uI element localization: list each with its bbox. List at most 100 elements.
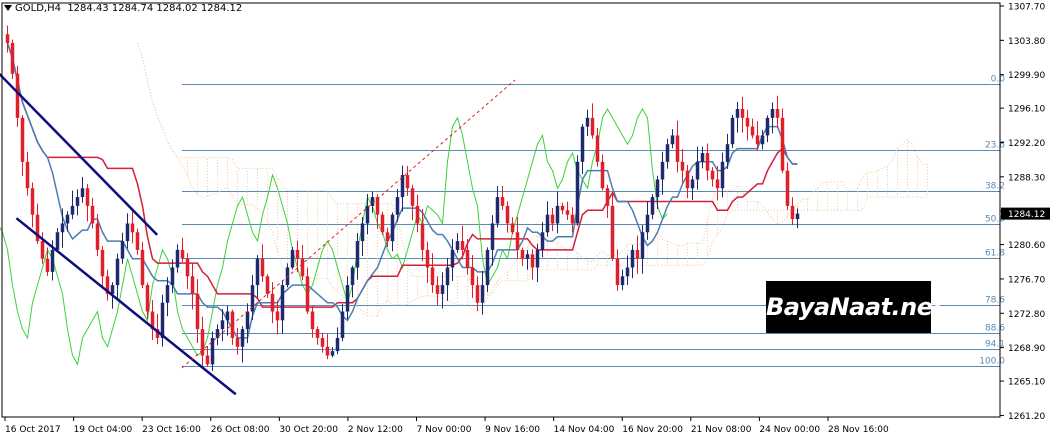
candle-body xyxy=(340,311,345,338)
candle-body xyxy=(430,267,435,286)
candle-body xyxy=(70,205,75,215)
candle-body xyxy=(775,109,780,118)
candle-body xyxy=(480,285,485,303)
candle-body xyxy=(685,170,690,189)
candle-body xyxy=(750,126,755,136)
chikou-span xyxy=(0,107,668,366)
candle-body xyxy=(470,267,475,286)
candle-body xyxy=(135,232,140,250)
candle-body xyxy=(705,153,710,171)
fib-level-label: 38.2 xyxy=(985,182,1005,192)
candle-body xyxy=(735,109,740,118)
x-tick-label: 26 Oct 08:00 xyxy=(211,425,270,435)
fib-level-label: 88.6 xyxy=(985,324,1005,334)
candle-body xyxy=(695,161,700,180)
fib-level-label: 78.6 xyxy=(985,296,1005,306)
candle-body xyxy=(380,214,385,233)
candle-body xyxy=(655,179,660,198)
candle-body xyxy=(715,179,720,189)
candle-body xyxy=(490,223,495,250)
candle-body xyxy=(140,249,145,286)
candle-body xyxy=(365,205,370,224)
candle-body xyxy=(720,161,725,189)
x-tick-label: 16 Nov 20:00 xyxy=(622,425,683,435)
candle-body xyxy=(335,337,340,352)
candle-body xyxy=(570,214,575,224)
candle-body xyxy=(215,329,220,338)
candle-body xyxy=(370,197,375,206)
current-price-label: 1284.12 xyxy=(1008,210,1045,220)
candle-body xyxy=(275,311,280,321)
candle-body xyxy=(535,249,540,268)
y-tick-label: 1276.70 xyxy=(1008,275,1045,285)
candle-body xyxy=(120,241,125,259)
candle-body xyxy=(270,293,275,312)
senkou-span-b xyxy=(137,42,928,295)
candle-body xyxy=(635,249,640,259)
candle-body xyxy=(375,197,380,215)
candle-body xyxy=(125,223,130,242)
candle-body xyxy=(210,337,215,365)
candle-body xyxy=(605,188,610,206)
candle-body xyxy=(200,329,205,356)
candles xyxy=(5,25,800,372)
watermark-logo: BayaNaat.net xyxy=(766,281,944,333)
y-tick-label: 1296.10 xyxy=(1008,105,1045,115)
candle-body xyxy=(675,135,680,162)
fibonacci-levels: 0.0 23.6 38.2 50.0 61.8 78.6 88.6 94.1 100.0 xyxy=(182,75,1005,367)
candle-body xyxy=(305,276,310,312)
candle-body xyxy=(585,117,590,127)
ohlc-values: 1284.43 1284.74 1284.02 1284.12 xyxy=(67,3,243,14)
fib-level-label: 0.0 xyxy=(991,75,1006,85)
x-tick-label: 23 Oct 16:00 xyxy=(142,425,201,435)
fib-level-label: 50.0 xyxy=(985,215,1005,225)
candle-body xyxy=(75,197,80,206)
candle-body xyxy=(30,188,35,215)
candle-body xyxy=(645,214,650,233)
y-tick-label: 1272.80 xyxy=(1008,310,1045,320)
candle-body xyxy=(250,285,255,312)
candle-body xyxy=(500,197,505,206)
candle-body xyxy=(350,267,355,286)
candle-body xyxy=(355,241,360,268)
candle-body xyxy=(185,258,190,277)
senkou-span-a xyxy=(137,42,928,317)
candle-body xyxy=(325,346,330,356)
candle-body xyxy=(25,161,30,189)
candle-body xyxy=(560,205,565,211)
candle-body xyxy=(320,337,325,347)
candle-body xyxy=(180,249,185,259)
candle-body xyxy=(60,223,65,233)
candle-body xyxy=(265,276,270,294)
candle-body xyxy=(45,258,50,272)
y-tick-label: 1299.90 xyxy=(1008,71,1045,81)
candle-body xyxy=(555,205,560,224)
candle-body xyxy=(745,117,750,127)
candle-body xyxy=(145,285,150,312)
candle-body xyxy=(415,205,420,224)
y-tick-label: 1307.70 xyxy=(1008,3,1045,13)
current-price-box xyxy=(1001,207,1050,220)
candle-body xyxy=(400,175,405,198)
candle-body xyxy=(690,179,695,189)
candle-body xyxy=(680,161,685,171)
candle-body xyxy=(515,232,520,250)
candle-body xyxy=(160,302,165,338)
candle-body xyxy=(105,276,110,294)
candle-body xyxy=(310,311,315,330)
menu-triangle-icon[interactable] xyxy=(4,5,12,11)
candle-body xyxy=(710,170,715,180)
y-tick-label: 1268.90 xyxy=(1008,344,1045,354)
candle-body xyxy=(420,223,425,250)
candle-body xyxy=(220,320,225,330)
candle-body xyxy=(525,254,530,259)
candle-body xyxy=(255,258,260,286)
candle-body xyxy=(725,144,730,162)
candle-body xyxy=(410,188,415,206)
channel-upper-line xyxy=(0,72,159,236)
ichimoku-cloud xyxy=(137,42,928,317)
candle-body xyxy=(785,170,790,206)
x-tick-label: 7 Nov 00:00 xyxy=(417,425,472,435)
y-tick-label: 1265.10 xyxy=(1008,378,1045,388)
candle-body xyxy=(485,249,490,286)
